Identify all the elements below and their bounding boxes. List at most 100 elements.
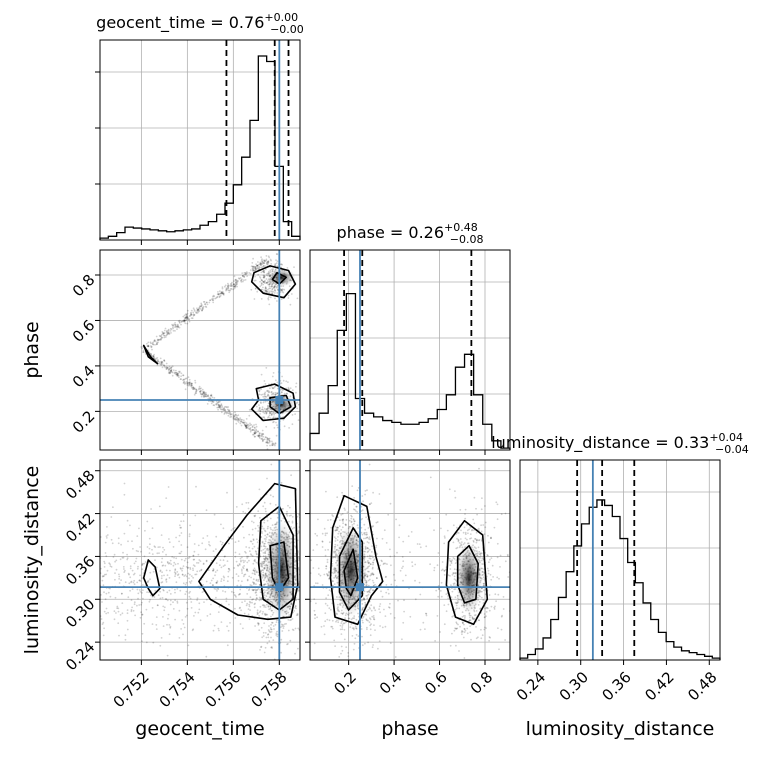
scatter-point	[409, 551, 411, 554]
scatter-point	[249, 609, 252, 611]
scatter-point	[142, 597, 144, 600]
scatter-point	[154, 589, 157, 592]
scatter-point	[369, 618, 372, 621]
scatter-point	[114, 578, 116, 581]
scatter-point	[334, 525, 337, 528]
scatter-point	[182, 374, 184, 377]
scatter-point	[269, 274, 272, 277]
scatter-point	[352, 583, 355, 586]
scatter-point	[157, 546, 160, 548]
scatter-point	[288, 614, 291, 616]
scatter-point	[149, 599, 151, 601]
scatter-point	[468, 613, 471, 615]
scatter-point	[367, 591, 369, 593]
scatter-point	[262, 631, 265, 634]
scatter-point	[370, 551, 373, 553]
scatter-point	[229, 285, 232, 287]
scatter-point	[260, 266, 263, 269]
scatter-point	[463, 657, 466, 659]
scatter-point	[205, 509, 208, 512]
scatter-point	[272, 392, 275, 394]
scatter-point	[138, 604, 141, 606]
scatter-point	[248, 588, 251, 590]
scatter-point	[364, 490, 367, 492]
scatter-point	[263, 592, 265, 595]
scatter-point	[352, 557, 355, 560]
scatter-point	[455, 644, 457, 647]
scatter-point	[252, 589, 255, 592]
scatter-point	[128, 582, 131, 585]
scatter-point	[274, 556, 276, 558]
scatter-point	[238, 607, 241, 610]
scatter-point	[242, 559, 245, 562]
scatter-point	[131, 588, 134, 590]
scatter-point	[367, 579, 370, 582]
scatter-point	[251, 543, 254, 545]
scatter-point	[271, 280, 274, 283]
scatter-point	[342, 561, 344, 563]
scatter-point	[147, 345, 150, 347]
scatter-point	[169, 569, 171, 572]
scatter-point	[274, 394, 277, 396]
scatter-point	[350, 560, 352, 563]
scatter-point	[233, 594, 236, 596]
scatter-point	[266, 477, 268, 480]
scatter-point	[225, 287, 228, 289]
scatter-point	[354, 574, 357, 576]
scatter-point	[273, 401, 276, 403]
scatter-point	[289, 582, 292, 585]
scatter-point	[257, 580, 259, 582]
scatter-point	[350, 520, 353, 523]
scatter-point	[169, 625, 172, 628]
scatter-point	[289, 605, 291, 608]
scatter-point	[281, 552, 284, 555]
scatter-point	[160, 360, 163, 363]
scatter-point	[281, 530, 283, 533]
scatter-point	[153, 339, 156, 342]
scatter-point	[122, 556, 125, 559]
scatter-point	[500, 628, 503, 631]
scatter-point	[144, 529, 146, 532]
scatter-point	[264, 410, 267, 413]
scatter-point	[238, 593, 241, 595]
scatter-point	[173, 372, 176, 375]
scatter-point	[225, 288, 228, 291]
scatter-point	[281, 563, 284, 566]
scatter-point	[281, 282, 284, 285]
scatter-point	[481, 590, 483, 593]
scatter-point	[457, 539, 460, 542]
scatter-point	[346, 592, 348, 594]
scatter-point	[258, 265, 260, 268]
scatter-point	[272, 559, 274, 562]
scatter-point	[385, 591, 388, 594]
scatter-point	[168, 333, 171, 335]
scatter-point	[150, 508, 153, 510]
scatter-point	[354, 599, 357, 602]
scatter-point	[263, 259, 266, 262]
scatter-point	[274, 379, 277, 382]
scatter-point	[334, 567, 337, 570]
scatter-point	[474, 578, 477, 581]
scatter-point	[311, 547, 313, 549]
scatter-point	[184, 388, 187, 391]
scatter-point	[414, 598, 417, 601]
scatter-point	[280, 638, 283, 641]
scatter-point	[202, 563, 205, 565]
scatter-point	[280, 597, 283, 600]
scatter-point	[342, 567, 344, 569]
scatter-point	[102, 621, 105, 624]
scatter-point	[446, 529, 449, 532]
scatter-point	[462, 581, 465, 584]
scatter-point	[466, 607, 468, 610]
scatter-point	[356, 556, 359, 559]
scatter-point	[336, 539, 339, 542]
scatter-point	[205, 580, 208, 583]
scatter-point	[289, 565, 291, 568]
scatter-point	[504, 512, 507, 515]
scatter-point	[263, 274, 266, 277]
scatter-point	[274, 442, 277, 445]
scatter-point	[279, 545, 282, 548]
scatter-point	[289, 572, 291, 575]
scatter-point	[265, 563, 268, 566]
scatter-point	[162, 605, 165, 608]
